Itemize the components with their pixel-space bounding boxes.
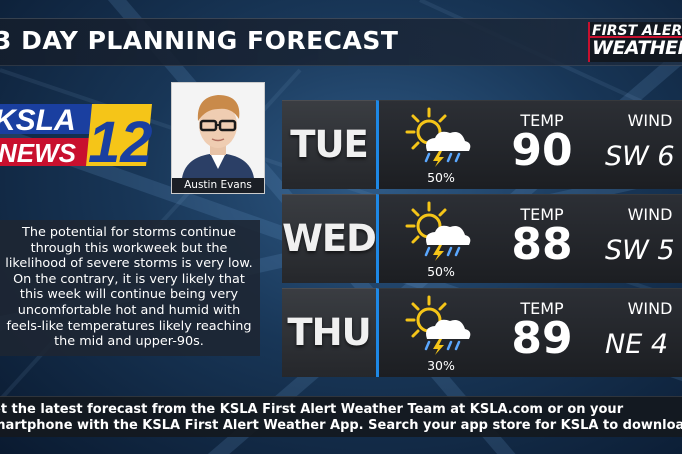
first-alert-weather-logo: FIRST ALERT WEATHER: [588, 22, 682, 62]
partly-sunny-thunderstorm-icon: [405, 201, 471, 261]
forecast-details: 30% TEMP 89 WIND NE 4: [376, 288, 682, 377]
logo-news: NEWS: [0, 138, 77, 168]
temp-label: TEMP: [520, 205, 564, 224]
ticker-line-1: et the latest forecast from the KSLA Fir…: [0, 402, 624, 417]
wind-label: WIND: [627, 299, 673, 318]
forecast-row-tue: TUE 50% TEMP: [282, 100, 682, 189]
meteorologist-name: Austin Evans: [172, 178, 264, 193]
day-panel: THU: [282, 288, 376, 377]
precip-chance: 50%: [427, 170, 455, 185]
forecast-row-thu: THU 30% TEMP: [282, 288, 682, 377]
temp-value: 90: [511, 125, 573, 176]
logo-station: KSLA: [0, 104, 76, 137]
forecast-discussion-text: The potential for storms continue throug…: [5, 225, 253, 350]
day-panel: WED: [282, 194, 377, 283]
meteorologist-portrait: [172, 83, 264, 178]
brand-line-1: FIRST ALERT: [592, 23, 682, 39]
day-label: WED: [282, 217, 377, 260]
wind-value: SW 5: [605, 235, 675, 266]
forecast-row-wed: WED 50% TEMP: [282, 194, 682, 283]
temp-label: TEMP: [520, 111, 564, 130]
temp-label: TEMP: [520, 299, 564, 318]
precip-chance: 50%: [427, 264, 455, 279]
day-panel: TUE: [282, 100, 376, 189]
temp-value: 88: [511, 219, 573, 270]
ksla-news-12-logo: KSLA NEWS 12: [0, 104, 152, 174]
forecast-discussion: The potential for storms continue throug…: [0, 220, 260, 356]
wind-label: WIND: [627, 111, 673, 130]
ticker-line-2: martphone with the KSLA First Alert Weat…: [0, 418, 682, 433]
day-label: TUE: [290, 123, 369, 166]
logo-channel: 12: [88, 110, 152, 174]
partly-sunny-thunderstorm-icon: [405, 107, 471, 167]
day-label: THU: [287, 311, 371, 354]
forecast-details: 50% TEMP 90 WIND SW 6: [376, 100, 682, 189]
wind-label: WIND: [627, 205, 673, 224]
brand-line-2: WEATHER: [592, 37, 682, 59]
brand-stripe: [590, 36, 682, 38]
partly-sunny-thunderstorm-icon: [405, 295, 471, 355]
page-title: 3 DAY PLANNING FORECAST: [0, 26, 399, 55]
title-bar: [0, 18, 682, 66]
meteorologist-photo: Austin Evans: [171, 82, 265, 194]
forecast-details: 50% TEMP 88 WIND SW 5: [376, 194, 682, 283]
bottom-ticker: et the latest forecast from the KSLA Fir…: [0, 396, 682, 437]
precip-chance: 30%: [427, 358, 455, 373]
wind-value: SW 6: [605, 141, 675, 172]
wind-value: NE 4: [605, 329, 669, 360]
temp-value: 89: [511, 313, 573, 364]
